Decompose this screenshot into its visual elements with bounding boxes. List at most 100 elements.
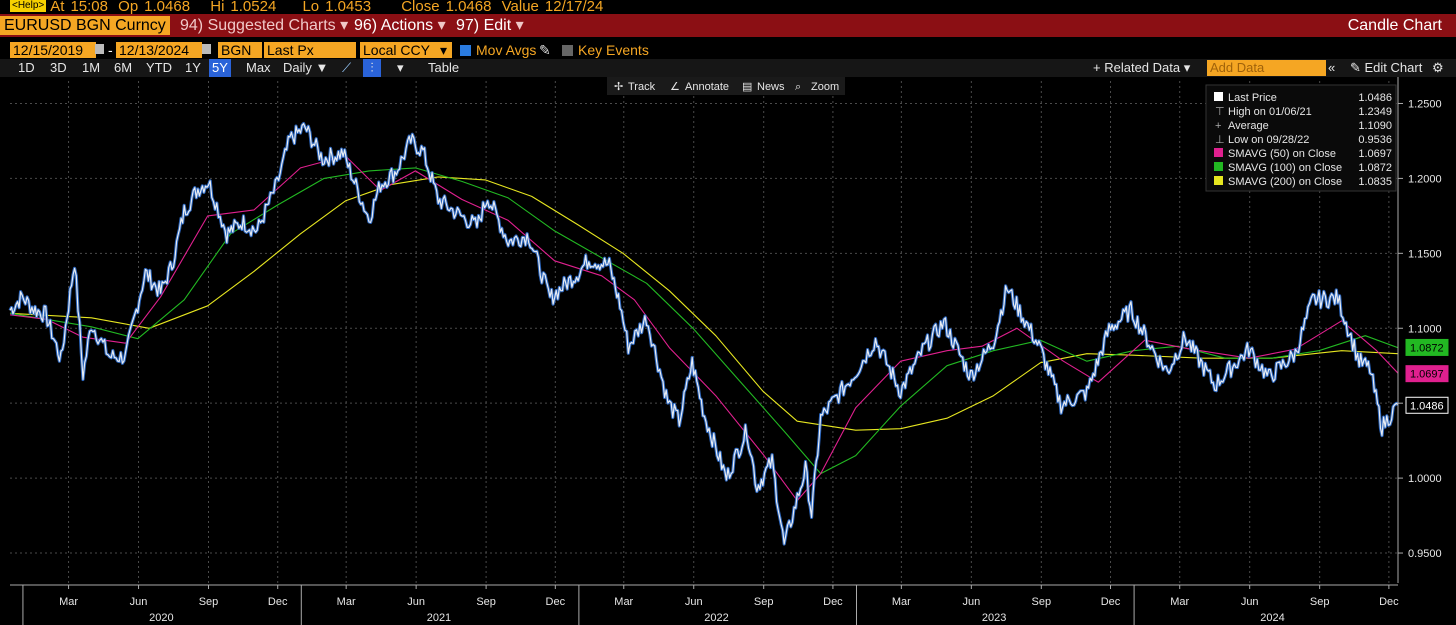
legend-label: High on 01/06/21 (1228, 106, 1312, 118)
add-data-input[interactable]: Add Data (1207, 60, 1326, 76)
legend-value: 0.9536 (1358, 134, 1392, 146)
y-tick-label: 1.2500 (1408, 98, 1442, 110)
calendar-icon[interactable] (95, 44, 104, 54)
period-label: Daily (283, 60, 312, 75)
y-tick-label: 1.1500 (1408, 248, 1442, 260)
tool-news[interactable]: News (757, 81, 785, 93)
y-tick-label: 0.9500 (1408, 548, 1442, 560)
legend-marker (1214, 148, 1223, 157)
chart-toolbar: ✢ Track ∠ Annotate ▤ News ⌕ Zoom (607, 77, 845, 95)
period-select[interactable]: Daily ▼ (283, 60, 329, 75)
chevron-down-icon[interactable]: ▾ (397, 60, 404, 75)
source-select[interactable]: BGN (218, 42, 262, 58)
range-max[interactable]: Max (246, 60, 271, 75)
end-date-input[interactable]: 12/13/2024 (116, 42, 202, 58)
x-month-label: Sep (476, 596, 496, 608)
mov-avgs-checkbox[interactable] (460, 45, 471, 56)
pencil-icon[interactable]: ∠ (670, 81, 680, 93)
legend-label: SMAVG (50) on Close (1228, 148, 1336, 160)
last-value-tag (1405, 396, 1449, 414)
x-month-label: Sep (1310, 596, 1330, 608)
collapse-icon[interactable]: « (1328, 60, 1336, 75)
x-month-label: Mar (337, 596, 356, 608)
range-5y[interactable]: 5Y (209, 59, 231, 77)
x-month-label: Dec (1101, 596, 1121, 608)
legend-value: 1.0835 (1358, 176, 1392, 188)
tool-zoom[interactable]: Zoom (811, 81, 839, 93)
x-year-label: 2020 (149, 612, 173, 624)
key-events-checkbox[interactable] (562, 45, 573, 56)
x-month-label: Jun (130, 596, 148, 608)
calendar-icon[interactable] (202, 44, 211, 54)
chevron-down-icon: ▾ (515, 17, 524, 34)
edit-chart-button[interactable]: ✎ Edit Chart (1350, 60, 1423, 75)
news-icon[interactable]: ▤ (742, 81, 752, 93)
title-bar: EURUSD BGN Curncy 94) Suggested Charts ▾… (0, 14, 1456, 37)
ticker-field[interactable]: EURUSD BGN Curncy (0, 16, 170, 35)
x-month-label: Dec (1379, 596, 1399, 608)
series-last-price-shade (8, 122, 1400, 546)
tool-annotate[interactable]: Annotate (685, 81, 729, 93)
edit-menu[interactable]: 97) Edit ▾ (452, 14, 528, 37)
legend-box (1205, 84, 1397, 192)
legend-label: Last Price (1228, 92, 1277, 104)
range-ytd[interactable]: YTD (146, 60, 172, 75)
range-3d[interactable]: 3D (50, 60, 67, 75)
x-month-label: Dec (823, 596, 843, 608)
high-label: Hi (210, 0, 225, 14)
legend-marker (1214, 162, 1223, 171)
candle-chart-icon[interactable]: ⫶ (363, 59, 381, 77)
last-value-tags: 1.0872 1.0697 1.0486 (1405, 338, 1449, 414)
legend-value: 1.0872 (1358, 162, 1392, 174)
legend-value: 1.0486 (1358, 92, 1392, 104)
line-chart-icon[interactable]: ⟋ (342, 60, 352, 75)
actions-menu[interactable]: 96) Actions ▾ (350, 14, 450, 37)
price-chart[interactable]: ✢ Track ∠ Annotate ▤ News ⌕ Zoom 1.2500 1… (0, 77, 1456, 625)
range-1y[interactable]: 1Y (185, 60, 201, 75)
x-month-label: Mar (1170, 596, 1189, 608)
legend-marker: ⊤ (1215, 106, 1225, 118)
start-date-input[interactable]: 12/15/2019 (10, 42, 96, 58)
last-value-tag-label: 1.0486 (1410, 400, 1444, 412)
range-6m[interactable]: 6M (114, 60, 133, 75)
x-month-label: Sep (199, 596, 219, 608)
last-value-tag (1405, 338, 1449, 356)
range-1m[interactable]: 1M (82, 60, 101, 75)
y-tick-label: 1.0000 (1408, 473, 1442, 485)
related-data-menu[interactable]: + Related Data ▾ (1093, 60, 1191, 75)
range-1d[interactable]: 1D (18, 60, 35, 75)
x-month-label: Mar (614, 596, 633, 608)
x-year-label: 2022 (704, 612, 728, 624)
chevron-down-icon: ▾ (340, 17, 349, 34)
suggested-charts-menu[interactable]: 94) Suggested Charts ▾ (176, 14, 352, 37)
legend-label: SMAVG (100) on Close (1228, 162, 1342, 174)
legend-label: Low on 09/28/22 (1228, 134, 1309, 146)
crosshair-icon[interactable]: ✢ (614, 81, 623, 93)
open-label: Op (118, 0, 139, 14)
currency-select[interactable]: Local CCY (360, 42, 452, 58)
chevron-down-icon: ▾ (437, 17, 446, 34)
tool-track[interactable]: Track (628, 81, 656, 93)
field-select[interactable]: Last Px (264, 42, 356, 58)
close-value: 1.0468 (445, 0, 492, 14)
at-value: 15:08 (70, 0, 108, 14)
x-axis: Mar Jun Sep Dec Mar Jun Sep Dec Mar Jun Sep Dec Mar J… (0, 583, 1456, 625)
legend-value: 1.2349 (1358, 106, 1392, 118)
x-month-label: Mar (59, 596, 78, 608)
legend-value: 1.1090 (1358, 120, 1392, 132)
low-label: Lo (302, 0, 320, 14)
gear-icon[interactable]: ⚙ (1432, 60, 1444, 75)
x-year-label: 2023 (982, 612, 1006, 624)
chevron-down-icon: ▾ (440, 42, 448, 58)
legend-label: SMAVG (200) on Close (1228, 176, 1342, 188)
zoom-icon[interactable]: ⌕ (795, 81, 801, 93)
pencil-icon[interactable]: ✎ (539, 42, 551, 58)
x-month-label: Jun (962, 596, 980, 608)
table-button[interactable]: Table (428, 60, 460, 75)
edit-label: 97) Edit (456, 17, 512, 34)
series-last-price (9, 123, 1399, 545)
quote-bar: <Help> At 15:08 Op 1.0468 Hi 1.0524 Lo 1.0453… (0, 0, 1456, 14)
last-value-tag-label: 1.0697 (1410, 369, 1444, 381)
help-icon[interactable]: <Help> (10, 0, 47, 12)
last-value-tag-label: 1.0872 (1410, 342, 1444, 354)
